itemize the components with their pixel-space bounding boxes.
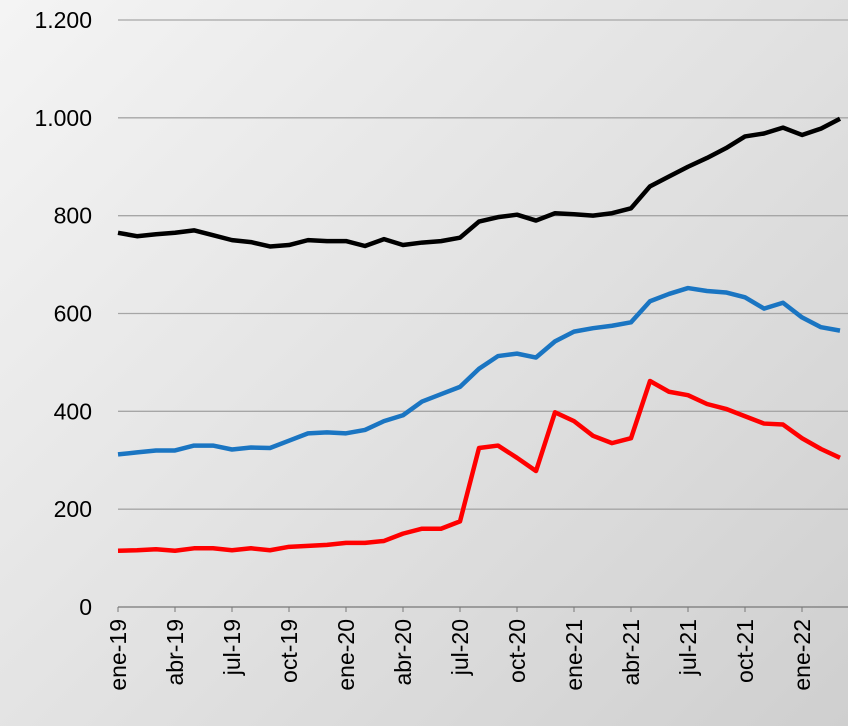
series-line — [117, 285, 841, 457]
x-tick-label: abr-19 — [162, 619, 188, 685]
y-tick-label: 0 — [79, 594, 92, 620]
y-tick-label: 400 — [54, 398, 92, 424]
x-tick-label: jul-20 — [447, 619, 473, 676]
series-line — [117, 378, 841, 553]
x-tick-label: abr-20 — [390, 619, 416, 685]
y-tick-label: 600 — [54, 301, 92, 327]
x-tick-label: oct-19 — [276, 619, 302, 683]
y-tick-label: 1.000 — [34, 105, 92, 131]
y-tick-label: 1.200 — [34, 7, 92, 33]
x-tick-label: oct-20 — [504, 619, 530, 683]
x-tick-label: abr-21 — [618, 619, 644, 685]
x-tick-label: oct-21 — [732, 619, 758, 683]
series-line — [117, 116, 842, 249]
y-tick-label: 200 — [54, 496, 92, 522]
x-tick-label: ene-19 — [105, 619, 131, 691]
x-tick-label: ene-20 — [333, 619, 359, 691]
y-tick-label: 800 — [54, 203, 92, 229]
x-tick-label: jul-19 — [219, 619, 245, 676]
x-tick-label: jul-21 — [675, 619, 701, 676]
x-tick-label: ene-22 — [789, 619, 815, 691]
x-tick-label: ene-21 — [561, 619, 587, 691]
